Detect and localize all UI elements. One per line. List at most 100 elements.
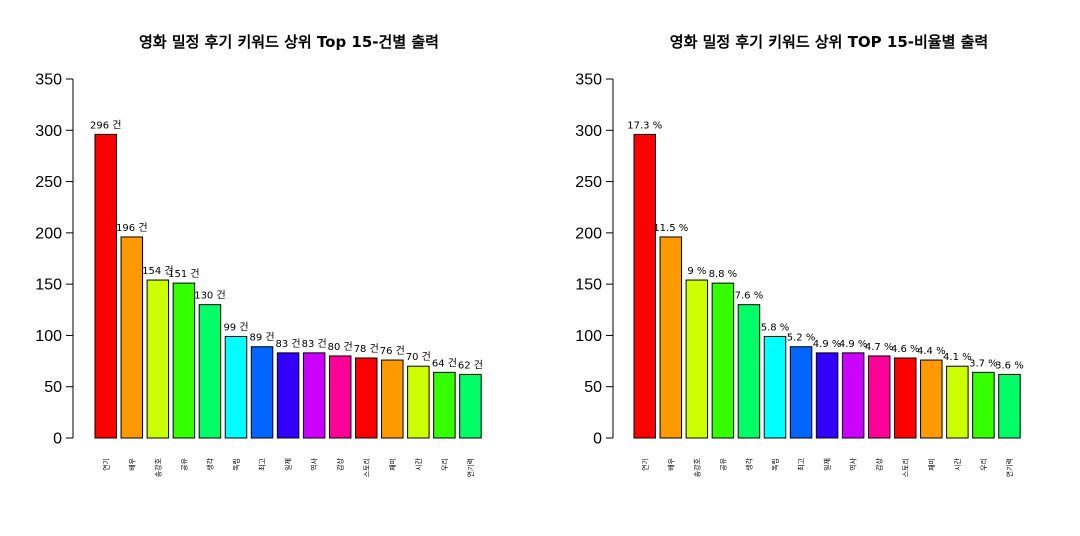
data-label: 3.6 %: [995, 360, 1024, 371]
y-tick-label: 350: [35, 72, 62, 89]
y-tick-label: 0: [593, 431, 602, 448]
data-label: 154 건: [142, 265, 173, 277]
y-tick-label: 200: [575, 225, 602, 242]
data-label: 83 건: [302, 338, 327, 350]
bar: [250, 346, 274, 439]
category-label: 송강호: [692, 457, 701, 477]
category-label: 시간: [953, 457, 962, 470]
bar: [789, 346, 813, 439]
category-label: 감상: [336, 457, 345, 470]
category-label: 시간: [414, 457, 423, 470]
y-tick-label: 250: [575, 174, 602, 191]
category-label: 최고: [258, 457, 267, 470]
bar: [685, 279, 709, 439]
category-label: 일제: [284, 458, 293, 471]
category-label: 역사: [310, 457, 319, 470]
data-label: 17.3 %: [627, 120, 662, 131]
data-label: 151 건: [168, 268, 199, 280]
data-label: 5.8 %: [761, 322, 790, 333]
category-label: 송강호: [153, 457, 162, 477]
data-label: 89 건: [249, 332, 274, 344]
data-label: 99 건: [223, 321, 248, 333]
category-label: 생각: [744, 457, 753, 470]
bar: [972, 371, 995, 439]
data-label: 11.5 %: [653, 223, 688, 234]
y-tick-label: 150: [35, 277, 62, 294]
y-tick-label: 100: [575, 328, 602, 345]
bar: [94, 133, 117, 439]
chart-panel-ratio: 영화 밀정 후기 키워드 상위 TOP 15-비율별 출력 0 50 100 150 2…: [575, 33, 1023, 477]
category-label: 최고: [797, 457, 806, 470]
data-label: 64 건: [432, 357, 457, 369]
bar: [763, 335, 787, 439]
y-tick-label: 300: [35, 123, 62, 140]
category-label: 스토리: [901, 458, 910, 477]
category-label: 생각: [205, 457, 214, 470]
category-label: 연기력: [466, 458, 475, 477]
bar: [198, 304, 222, 439]
y-tick-label: 100: [35, 328, 62, 345]
data-label: 8.8 %: [709, 269, 738, 280]
data-label: 62 건: [458, 359, 483, 371]
category-label: 독립: [233, 458, 241, 471]
bar: [920, 359, 943, 439]
bar: [302, 352, 326, 439]
chart-title: 영화 밀정 후기 키워드 상위 Top 15-건별 출력: [139, 33, 439, 51]
data-label: 78 건: [354, 343, 379, 355]
bar: [120, 236, 144, 439]
data-label: 296 건: [90, 119, 121, 131]
category-label: 재미: [388, 458, 397, 471]
y-tick-label: 250: [35, 174, 62, 191]
bar: [633, 133, 656, 439]
y-tick-label: 150: [575, 277, 602, 294]
bar: [355, 357, 378, 439]
bar: [867, 355, 891, 439]
data-label: 4.6 %: [891, 344, 920, 355]
bar: [407, 365, 430, 439]
data-label: 196 건: [116, 222, 147, 234]
category-label: 재미: [927, 458, 936, 471]
category-label: 배우: [127, 457, 136, 470]
y-tick-label: 50: [44, 379, 62, 396]
data-label: 7.6 %: [735, 291, 764, 302]
category-label: 연기: [101, 458, 110, 471]
category-label: 연기력: [1005, 458, 1014, 477]
y-tick-label: 200: [35, 225, 62, 242]
category-label: 공유: [719, 457, 727, 470]
data-label: 4.1 %: [943, 352, 972, 363]
bar: [224, 335, 248, 439]
data-label: 76 건: [380, 345, 405, 357]
category-label: 스토리: [362, 458, 371, 477]
bar: [381, 359, 404, 439]
chart-panel-count: 영화 밀정 후기 키워드 상위 Top 15-건별 출력 0 50 100 150 20…: [35, 33, 483, 477]
category-label: 감상: [875, 457, 884, 470]
bar: [998, 373, 1021, 439]
data-label: 70 건: [406, 351, 431, 363]
data-label: 4.9 %: [813, 339, 842, 350]
bar: [841, 352, 865, 439]
bar: [946, 365, 969, 439]
category-label: 역사: [849, 457, 858, 470]
bar: [815, 352, 839, 439]
y-tick-label: 350: [575, 72, 602, 89]
category-label: 우리: [440, 458, 449, 471]
bar: [894, 357, 917, 439]
data-label: 5.2 %: [787, 333, 816, 344]
data-label: 3.7 %: [969, 358, 998, 369]
chart-title: 영화 밀정 후기 키워드 상위 TOP 15-비율별 출력: [670, 33, 988, 51]
data-label: 130 건: [194, 290, 225, 302]
data-label: 4.7 %: [865, 342, 894, 353]
category-label: 독립: [772, 458, 780, 471]
category-label: 공유: [180, 457, 188, 470]
category-label: 연기: [640, 458, 649, 471]
data-label: 4.4 %: [917, 346, 946, 357]
bar: [328, 355, 352, 439]
bar: [172, 282, 196, 439]
category-label: 일제: [823, 458, 832, 471]
bar: [433, 371, 456, 439]
category-label: 배우: [666, 457, 675, 470]
category-label: 우리: [979, 458, 988, 471]
y-tick-label: 0: [53, 431, 62, 448]
data-label: 83 건: [276, 338, 301, 350]
